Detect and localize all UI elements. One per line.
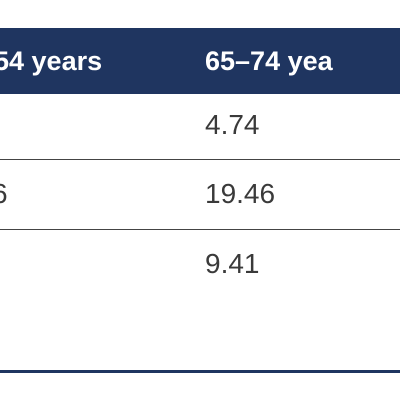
header-row: 54 years 65–74 yea xyxy=(0,28,400,94)
cell: 4.74 xyxy=(205,109,260,140)
header-cell: 65–74 yea xyxy=(205,46,333,76)
row-divider xyxy=(0,229,400,230)
cell: 9.41 xyxy=(205,248,260,279)
cell: 19.46 xyxy=(205,178,276,209)
row-divider xyxy=(0,159,400,160)
table-bottom-border xyxy=(0,370,400,373)
header-cell: 54 years xyxy=(0,46,103,76)
cell: 6 xyxy=(0,174,8,214)
